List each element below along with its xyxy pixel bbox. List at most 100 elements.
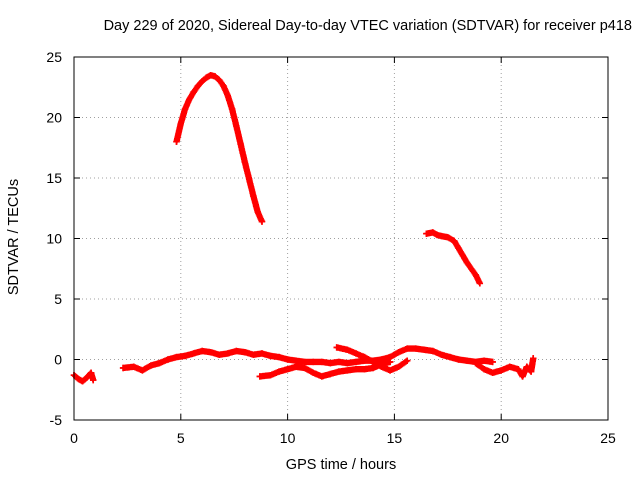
y-axis-label: SDTVAR / TECUs bbox=[6, 178, 22, 296]
data-point bbox=[164, 356, 172, 363]
data-point bbox=[423, 230, 430, 237]
data-point bbox=[186, 96, 193, 103]
data-point bbox=[506, 363, 513, 370]
data-point bbox=[386, 358, 394, 366]
data-point bbox=[446, 353, 454, 361]
data-point bbox=[498, 367, 505, 374]
data-point bbox=[301, 358, 308, 366]
data-point bbox=[463, 259, 471, 266]
series-arc-crossing bbox=[333, 344, 411, 374]
series-arc-near-zero-early bbox=[70, 369, 97, 385]
data-point bbox=[318, 358, 325, 366]
data-marks bbox=[173, 72, 266, 225]
data-point bbox=[139, 367, 146, 374]
x-tick-label: 5 bbox=[177, 430, 185, 446]
data-point bbox=[233, 347, 240, 355]
data-point bbox=[395, 363, 402, 370]
data-point bbox=[476, 280, 484, 287]
data-point bbox=[220, 82, 227, 90]
data-point bbox=[515, 365, 522, 373]
data-point bbox=[480, 365, 488, 373]
data-point bbox=[216, 351, 223, 358]
data-point bbox=[335, 358, 343, 366]
data-point bbox=[412, 345, 419, 352]
data-point bbox=[327, 370, 334, 378]
data-point bbox=[224, 92, 231, 99]
data-point bbox=[361, 365, 368, 373]
y-tick-label: -5 bbox=[50, 412, 63, 428]
data-point bbox=[310, 358, 317, 366]
data-point bbox=[344, 346, 351, 354]
data-point bbox=[194, 82, 202, 90]
data-point bbox=[395, 349, 402, 356]
data-point bbox=[459, 252, 466, 259]
data-point bbox=[438, 351, 445, 358]
data-point bbox=[79, 378, 86, 385]
data-point bbox=[455, 356, 462, 363]
axis-ticks bbox=[73, 56, 609, 421]
data-point bbox=[216, 76, 223, 84]
data-point bbox=[245, 176, 253, 183]
data-point bbox=[181, 105, 189, 113]
data-points bbox=[70, 71, 537, 385]
data-point bbox=[267, 352, 274, 360]
data-point bbox=[83, 374, 91, 381]
data-point bbox=[451, 237, 458, 245]
series-arc-near-zero-main bbox=[119, 345, 496, 374]
data-point bbox=[444, 234, 451, 241]
data-point bbox=[352, 365, 360, 373]
data-point bbox=[75, 375, 82, 383]
data-point bbox=[292, 357, 300, 364]
data-point bbox=[241, 159, 249, 166]
data-point bbox=[344, 359, 351, 367]
y-tick-label: 10 bbox=[46, 231, 62, 247]
chart-title: Day 229 of 2020, Sidereal Day-to-day VTE… bbox=[103, 18, 632, 34]
data-point bbox=[190, 88, 197, 96]
data-point bbox=[519, 373, 526, 380]
data-point bbox=[463, 357, 471, 364]
y-tick-label: 20 bbox=[46, 110, 62, 126]
data-point bbox=[90, 376, 97, 384]
data-point bbox=[378, 363, 385, 370]
data-point bbox=[241, 349, 249, 356]
data-point bbox=[489, 369, 496, 377]
y-tick-label: 0 bbox=[54, 352, 62, 368]
data-point bbox=[310, 369, 317, 377]
data-point bbox=[318, 373, 325, 380]
data-point bbox=[327, 359, 334, 367]
data-point bbox=[237, 140, 244, 148]
data-point bbox=[258, 218, 266, 225]
data-point bbox=[130, 363, 138, 370]
x-tick-label: 25 bbox=[600, 430, 616, 446]
data-point bbox=[335, 368, 343, 375]
data-marks bbox=[423, 229, 483, 287]
data-point bbox=[301, 364, 308, 372]
data-point bbox=[181, 352, 189, 360]
data-point bbox=[177, 120, 184, 127]
data-point bbox=[438, 232, 445, 240]
data-point bbox=[275, 353, 283, 361]
series-arc-late-scatter bbox=[472, 355, 537, 380]
series-arc-high-peak bbox=[173, 71, 266, 225]
data-point bbox=[258, 350, 266, 357]
data-point bbox=[404, 345, 411, 352]
data-point bbox=[433, 231, 441, 239]
y-tick-label: 25 bbox=[46, 49, 62, 65]
data-point bbox=[207, 71, 214, 79]
data-point bbox=[472, 271, 479, 278]
data-point bbox=[333, 344, 340, 351]
x-tick-label: 10 bbox=[280, 430, 296, 446]
data-point bbox=[361, 353, 368, 361]
data-point bbox=[203, 74, 210, 81]
data-point bbox=[147, 362, 155, 369]
data-point bbox=[489, 358, 496, 366]
x-tick-label: 0 bbox=[70, 430, 78, 446]
data-point bbox=[429, 229, 437, 236]
data-point bbox=[173, 353, 180, 361]
data-point bbox=[207, 349, 214, 356]
data-point bbox=[156, 359, 163, 367]
data-point bbox=[468, 265, 475, 272]
data-point bbox=[224, 350, 231, 357]
